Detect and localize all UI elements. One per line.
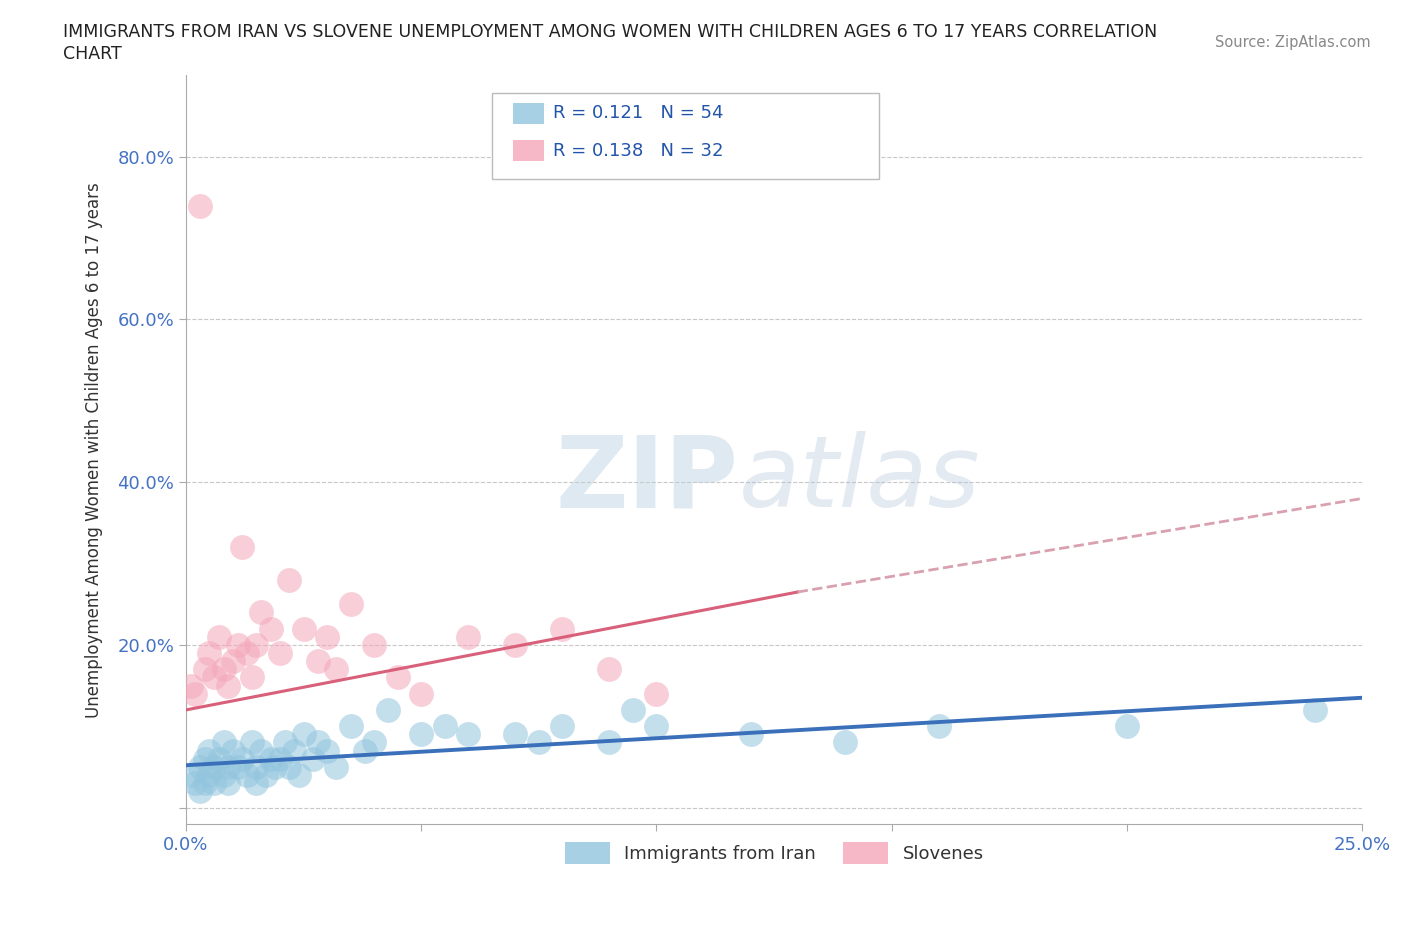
- Point: [387, 670, 409, 684]
- Point: [598, 735, 620, 750]
- Point: [598, 662, 620, 677]
- Point: [259, 621, 281, 636]
- Point: [307, 735, 329, 750]
- Point: [194, 776, 217, 790]
- Point: [198, 767, 221, 782]
- Point: [433, 719, 456, 734]
- Point: [353, 743, 375, 758]
- Point: [226, 760, 249, 775]
- Point: [411, 686, 433, 701]
- Point: [363, 735, 385, 750]
- Point: [250, 604, 273, 619]
- Point: [208, 751, 231, 766]
- Point: [1116, 719, 1139, 734]
- Point: [212, 662, 235, 677]
- Point: [283, 743, 305, 758]
- Point: [288, 767, 311, 782]
- Point: [411, 727, 433, 742]
- Point: [236, 645, 259, 660]
- Point: [184, 776, 207, 790]
- Point: [198, 743, 221, 758]
- Point: [236, 767, 259, 782]
- Text: ZIP: ZIP: [555, 432, 740, 528]
- Point: [180, 767, 202, 782]
- Text: R = 0.121   N = 54: R = 0.121 N = 54: [553, 104, 723, 123]
- Point: [834, 735, 856, 750]
- Point: [363, 637, 385, 652]
- Point: [307, 654, 329, 669]
- Point: [202, 760, 225, 775]
- Point: [259, 751, 281, 766]
- Text: R = 0.138   N = 32: R = 0.138 N = 32: [553, 141, 723, 160]
- Y-axis label: Unemployment Among Women with Children Ages 6 to 17 years: Unemployment Among Women with Children A…: [86, 181, 103, 718]
- Point: [202, 670, 225, 684]
- Point: [278, 760, 301, 775]
- Point: [302, 751, 325, 766]
- Point: [240, 670, 263, 684]
- Point: [505, 727, 527, 742]
- Point: [339, 719, 361, 734]
- Point: [188, 198, 211, 213]
- Text: IMMIGRANTS FROM IRAN VS SLOVENE UNEMPLOYMENT AMONG WOMEN WITH CHILDREN AGES 6 TO: IMMIGRANTS FROM IRAN VS SLOVENE UNEMPLOY…: [63, 23, 1157, 41]
- Point: [1305, 702, 1327, 717]
- Point: [245, 760, 267, 775]
- Point: [245, 776, 267, 790]
- Point: [316, 630, 339, 644]
- Point: [217, 678, 239, 693]
- Point: [377, 702, 399, 717]
- Point: [184, 686, 207, 701]
- Point: [273, 735, 295, 750]
- Point: [245, 637, 267, 652]
- Point: [180, 678, 202, 693]
- Point: [325, 662, 347, 677]
- Point: [316, 743, 339, 758]
- Point: [198, 645, 221, 660]
- Point: [231, 539, 253, 554]
- Point: [208, 630, 231, 644]
- Point: [292, 727, 315, 742]
- Point: [928, 719, 950, 734]
- Point: [254, 767, 277, 782]
- Text: atlas: atlas: [740, 432, 980, 528]
- Point: [231, 751, 253, 766]
- Text: Source: ZipAtlas.com: Source: ZipAtlas.com: [1215, 35, 1371, 50]
- Point: [457, 727, 479, 742]
- Point: [250, 743, 273, 758]
- Point: [222, 654, 245, 669]
- Point: [645, 686, 668, 701]
- Point: [740, 727, 762, 742]
- Text: CHART: CHART: [63, 45, 122, 62]
- Point: [325, 760, 347, 775]
- Point: [222, 743, 245, 758]
- Point: [278, 572, 301, 587]
- Point: [551, 621, 574, 636]
- Legend: Immigrants from Iran, Slovenes: Immigrants from Iran, Slovenes: [557, 834, 991, 870]
- Point: [292, 621, 315, 636]
- Point: [212, 735, 235, 750]
- Point: [188, 784, 211, 799]
- Point: [240, 735, 263, 750]
- Point: [645, 719, 668, 734]
- Point: [505, 637, 527, 652]
- Point: [194, 662, 217, 677]
- Point: [188, 760, 211, 775]
- Point: [226, 637, 249, 652]
- Point: [457, 630, 479, 644]
- Point: [202, 776, 225, 790]
- Point: [217, 760, 239, 775]
- Point: [269, 645, 291, 660]
- Point: [264, 760, 287, 775]
- Point: [339, 597, 361, 612]
- Point: [194, 751, 217, 766]
- Point: [217, 776, 239, 790]
- Point: [212, 767, 235, 782]
- Point: [527, 735, 550, 750]
- Point: [551, 719, 574, 734]
- Point: [621, 702, 644, 717]
- Point: [269, 751, 291, 766]
